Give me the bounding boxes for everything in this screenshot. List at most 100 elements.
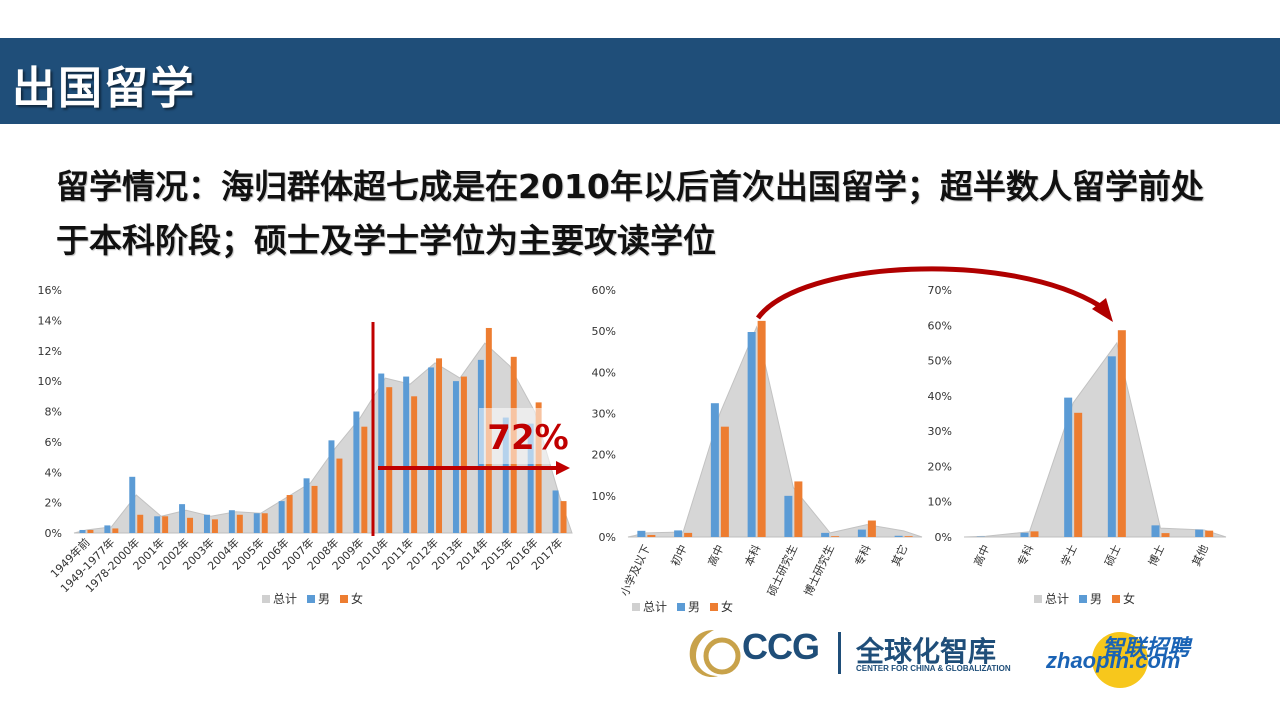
y-tick-label: 14% [38, 314, 62, 327]
page-title: 出国留学 [12, 63, 196, 114]
connector-curved-arrow [755, 266, 1102, 320]
legend-swatch [710, 603, 718, 611]
bar-male [747, 331, 756, 537]
y-tick-label: 40% [592, 366, 616, 379]
x-category-label: 博士 [1146, 543, 1167, 568]
bar-male [502, 417, 509, 533]
bar-female [1030, 531, 1039, 537]
legend-swatch [632, 603, 640, 611]
legend-label: 总计 [1045, 592, 1069, 606]
bar-female [684, 532, 693, 537]
y-tick-label: 6% [45, 436, 62, 449]
bar-female [867, 520, 876, 537]
bar-male [1151, 525, 1160, 537]
legend: 总计 男 女 [1034, 591, 1135, 606]
bar-female [361, 426, 368, 533]
bar-male [452, 381, 459, 533]
legend-swatch [262, 595, 270, 603]
bar-female [1117, 330, 1126, 537]
zhaopin-logo-circle [1092, 632, 1148, 688]
bar-female [162, 516, 169, 533]
y-tick-label: 40% [928, 390, 952, 403]
y-tick-label: 2% [45, 497, 62, 510]
bar-male [203, 514, 210, 533]
series-total-area [73, 342, 573, 534]
legend-label: 男 [688, 600, 700, 614]
y-tick-label: 60% [592, 284, 616, 297]
chart-2: 0% 10% 20% 30% 40% 50% 60% 小学及以下 初中 高中 本科 硕士研究生 博士研究… [592, 284, 923, 614]
bar-female [311, 485, 318, 533]
ccg-english-name: CENTER FOR CHINA & GLOBALIZATION [856, 664, 1011, 673]
legend-label: 男 [318, 592, 330, 606]
bar-male [1195, 529, 1204, 537]
y-tick-label: 30% [592, 408, 616, 421]
bar-male [79, 529, 86, 533]
y-tick-label: 10% [592, 490, 616, 503]
y-tick-label: 16% [38, 284, 62, 297]
x-category-label: 博士研究生 [801, 542, 837, 598]
legend: 总计 男 女 [262, 591, 363, 606]
x-category-label: 硕士 [1102, 543, 1123, 568]
x-category-label: 高中 [705, 542, 727, 568]
y-tick-label: 12% [38, 345, 62, 358]
x-category-label: 其它 [888, 542, 910, 568]
legend-swatch [307, 595, 315, 603]
bar-female [386, 387, 393, 533]
legend-swatch [1112, 595, 1120, 603]
y-tick-label: 10% [928, 496, 952, 509]
bar-male [179, 504, 186, 533]
x-category-label: 其他 [1190, 543, 1211, 568]
legend-label: 女 [721, 599, 733, 614]
legend-label: 女 [351, 591, 363, 606]
bar-female [720, 426, 729, 537]
bar-male [228, 510, 235, 533]
bar-male [104, 525, 111, 533]
bar-male [303, 478, 310, 533]
ccg-chinese-name: 全球化智库 [856, 635, 997, 668]
bar-male [154, 516, 161, 533]
series-total-area [963, 341, 1227, 538]
bar-female [336, 458, 343, 533]
header-banner: 出国留学 [0, 38, 1280, 124]
bar-male [637, 530, 646, 537]
bar-female [112, 528, 119, 533]
bar-female [286, 495, 293, 533]
y-tick-label: 50% [592, 325, 616, 338]
bar-female [211, 519, 218, 533]
bar-male [129, 476, 136, 533]
legend: 总计 男 女 [632, 599, 733, 614]
bar-male [353, 411, 360, 533]
x-category-label: 高中 [971, 542, 993, 568]
bar-female [794, 481, 803, 537]
bar-female [1074, 412, 1083, 537]
y-tick-label: 50% [928, 355, 952, 368]
bar-female [436, 358, 443, 533]
x-category-label: 小学及以下 [617, 542, 653, 598]
legend-label: 总计 [643, 600, 667, 614]
y-tick-label: 8% [45, 406, 62, 419]
bar-male [674, 530, 683, 537]
bar-female [904, 536, 913, 537]
x-category-label: 专科 [1014, 542, 1036, 568]
logo-divider [838, 632, 841, 674]
y-tick-label: 60% [928, 319, 952, 332]
bar-male [857, 529, 866, 537]
headline: 留学情况：海归群体超七成是在2010年以后首次出国留学；超半数人留学前处于本科阶… [56, 167, 1204, 260]
connector-arrow-head [1092, 298, 1113, 322]
ccg-anniversary-logo [689, 630, 741, 678]
y-tick-label: 70% [928, 284, 952, 297]
bar-male [1020, 532, 1029, 537]
bar-female [236, 514, 243, 533]
y-tick-label: 20% [928, 460, 952, 473]
x-category-label: 初中 [668, 542, 690, 568]
bar-female [831, 536, 840, 537]
x-category-label: 本科 [741, 542, 763, 568]
bar-female [1161, 533, 1170, 537]
y-tick-label: 0% [45, 527, 62, 540]
bar-female [411, 396, 418, 533]
y-tick-label: 20% [592, 449, 616, 462]
annotation-backdrop [479, 408, 569, 464]
bar-female [560, 501, 567, 533]
